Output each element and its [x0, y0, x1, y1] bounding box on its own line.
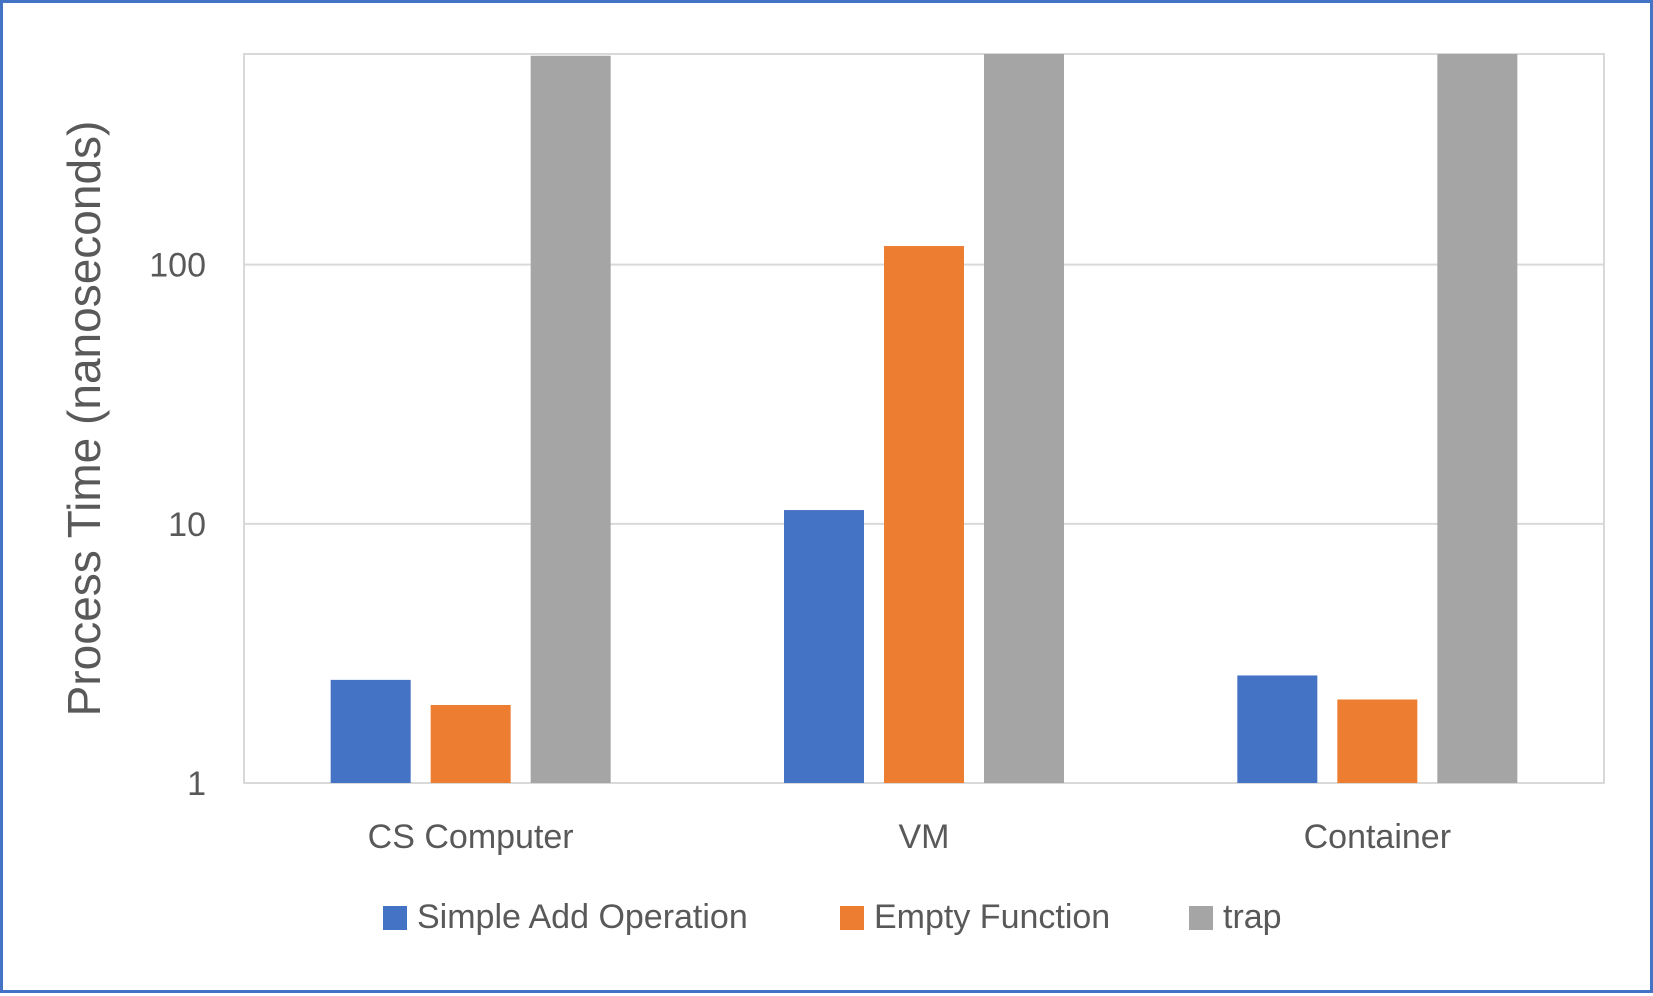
x-tick-label: Container	[1304, 818, 1451, 856]
x-tick-label: VM	[899, 818, 950, 856]
bar-cs-computer-simple-add-operation	[330, 679, 411, 783]
bar-container-simple-add-operation	[1237, 675, 1318, 783]
bar-container-empty-function	[1337, 699, 1418, 783]
x-tick-label: CS Computer	[368, 818, 574, 856]
legend-label: Simple Add Operation	[417, 898, 748, 936]
bar-cs-computer-empty-function	[430, 704, 511, 783]
bar-cs-computer-trap	[530, 55, 611, 783]
y-tick-labels: 1 10 100	[149, 247, 206, 803]
legend-label: Empty Function	[874, 898, 1110, 936]
bars	[330, 54, 1518, 783]
y-tick-label: 100	[149, 247, 206, 285]
y-tick-label: 10	[168, 506, 206, 544]
y-axis-title: Process Time (nanoseconds)	[58, 121, 110, 717]
legend: Simple Add Operation Empty Function trap	[383, 898, 1282, 936]
legend-swatch	[840, 906, 864, 930]
x-tick-labels: CS Computer VM Container	[368, 818, 1451, 856]
legend-label: trap	[1223, 898, 1282, 936]
bar-vm-empty-function	[884, 246, 964, 783]
bar-vm-simple-add-operation	[784, 510, 864, 783]
bar-vm-trap	[984, 54, 1064, 783]
legend-swatch	[1189, 906, 1213, 930]
bar-container-trap	[1437, 54, 1518, 783]
y-tick-label: 1	[187, 765, 206, 803]
bar-chart: 1 10 100 CS Computer VM Container Process Ti…	[58, 53, 1605, 936]
legend-swatch	[383, 906, 407, 930]
